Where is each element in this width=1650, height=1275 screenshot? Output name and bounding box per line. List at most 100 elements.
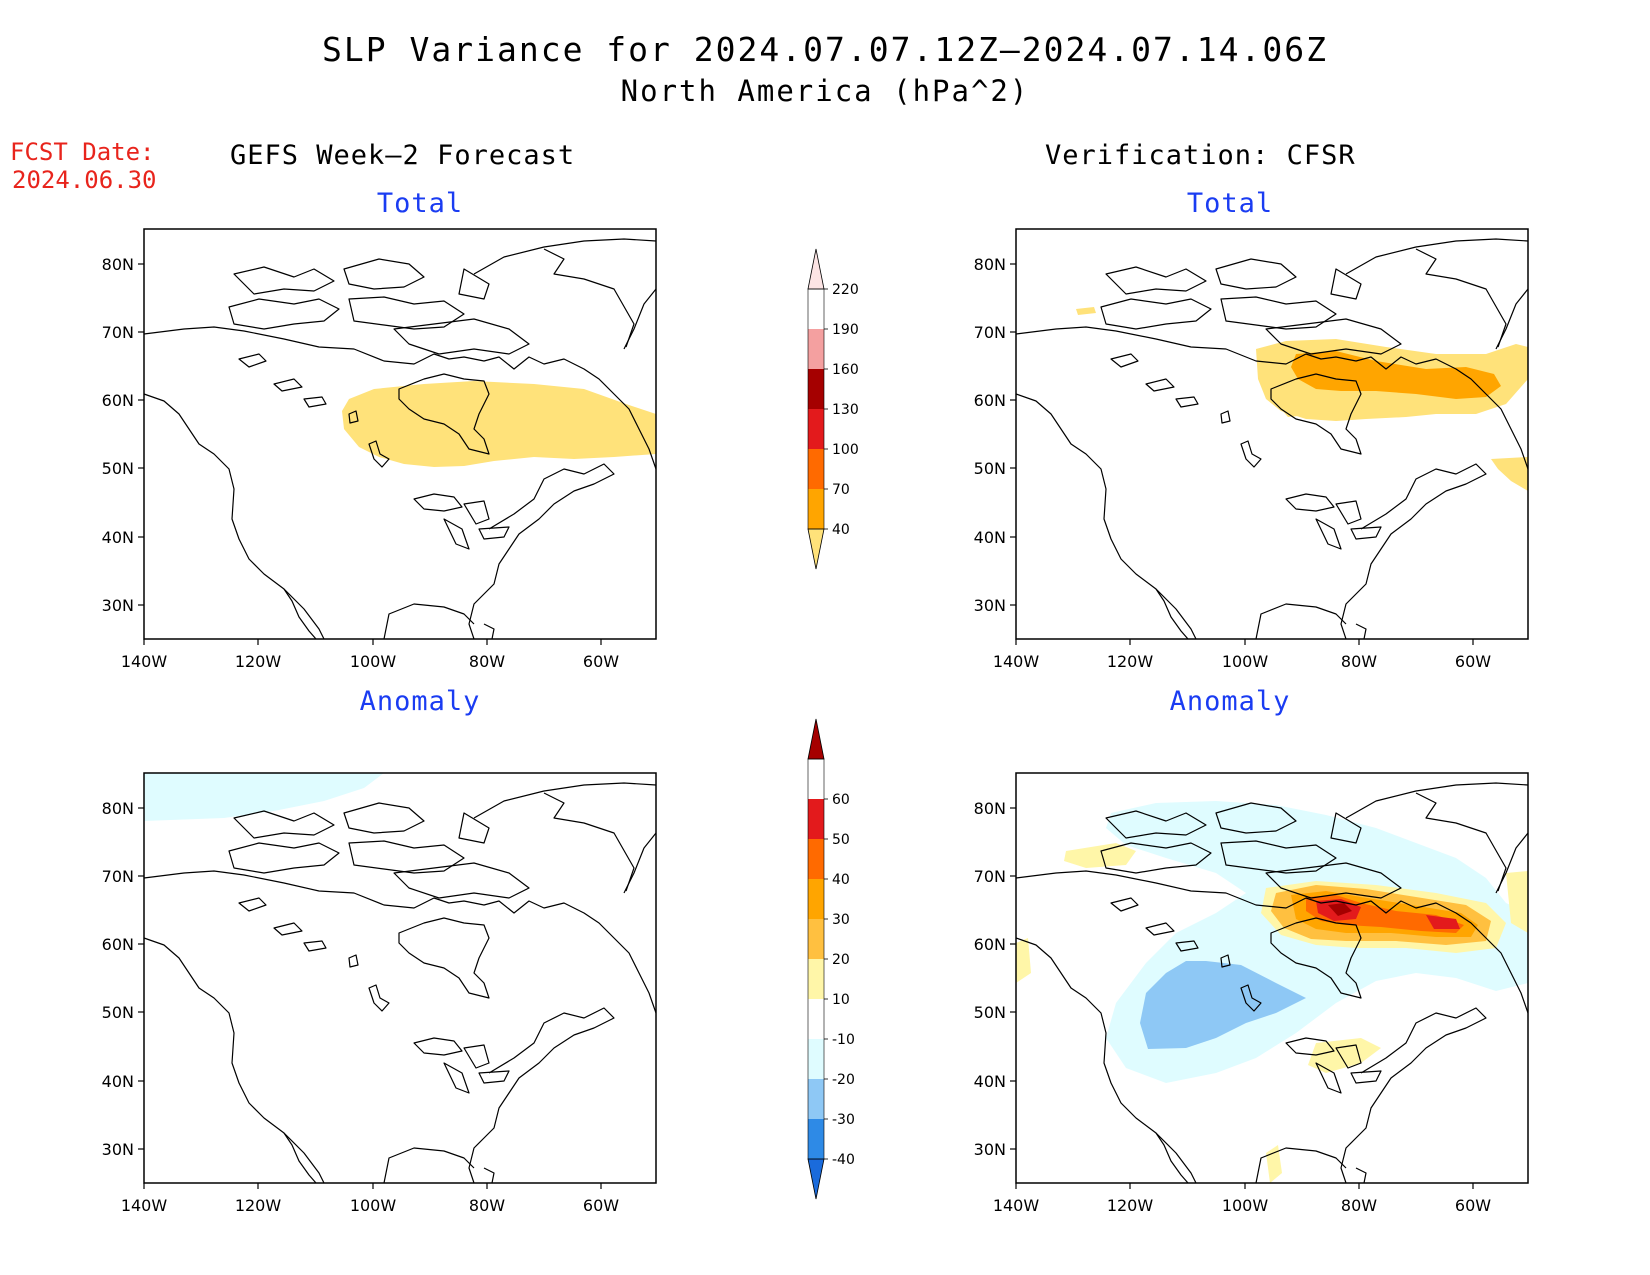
colorbar-segment bbox=[808, 369, 824, 409]
lon-tick-label: 120W bbox=[1107, 652, 1154, 671]
colorbar-label: 220 bbox=[832, 282, 859, 298]
lat-tick-label: 50N bbox=[974, 459, 1006, 478]
lat-tick-label: 70N bbox=[974, 867, 1006, 886]
lat-tick-label: 70N bbox=[974, 323, 1006, 342]
verification-total-shading-40b bbox=[1491, 457, 1528, 491]
lat-tick-label: 30N bbox=[102, 1140, 134, 1159]
lat-tick-label: 30N bbox=[974, 1140, 1006, 1159]
colorbar-label: 130 bbox=[832, 402, 859, 418]
colorbar-label: 60 bbox=[832, 792, 850, 808]
colorbar-arrow-bottom bbox=[807, 1158, 825, 1200]
colorbar-label: -20 bbox=[832, 1072, 855, 1088]
verification-total-panel bbox=[1015, 228, 1529, 640]
lon-tick-label: 120W bbox=[1107, 1196, 1154, 1215]
colorbar-label: 30 bbox=[832, 912, 850, 928]
lat-tick-label: 40N bbox=[102, 528, 134, 547]
colorbar-label: 10 bbox=[832, 992, 850, 1008]
lon-tick-label: 80W bbox=[1341, 652, 1377, 671]
lat-tick-label: 50N bbox=[102, 459, 134, 478]
verification-total-shading-70 bbox=[1291, 351, 1501, 399]
main-subtitle: North America (hPa^2) bbox=[620, 74, 1030, 108]
colorbar-label: 20 bbox=[832, 952, 850, 968]
lon-tick-label: 140W bbox=[121, 1196, 168, 1215]
lat-tick-label: 40N bbox=[974, 528, 1006, 547]
lat-tick-label: 50N bbox=[102, 1003, 134, 1022]
lat-tick-label: 40N bbox=[102, 1072, 134, 1091]
forecast-anomaly-panel bbox=[143, 772, 657, 1184]
colorbar-segment bbox=[808, 1039, 824, 1079]
colorbar-segment bbox=[808, 999, 824, 1039]
lat-tick-label: 60N bbox=[102, 935, 134, 954]
panel-title-forecast-anomaly: Anomaly bbox=[359, 686, 481, 717]
lon-tick-label: 140W bbox=[993, 1196, 1040, 1215]
colorbar-label: 190 bbox=[832, 322, 859, 338]
colorbar-label: -30 bbox=[832, 1112, 855, 1128]
colorbar-label: 40 bbox=[832, 522, 850, 538]
panel-title-verification-total: Total bbox=[1186, 188, 1274, 219]
forecast-anomaly-shading bbox=[144, 773, 384, 821]
lat-tick-label: 30N bbox=[102, 596, 134, 615]
colorbar-label: 50 bbox=[832, 832, 850, 848]
anomaly-colorbar: -40 -30 -20 -10 10 20 30 40 50 60 bbox=[807, 718, 855, 1200]
lat-tick-label: 60N bbox=[974, 391, 1006, 410]
lon-tick-label: 80W bbox=[469, 652, 505, 671]
panel-title-verification-anomaly: Anomaly bbox=[1169, 686, 1291, 717]
colorbar-segment bbox=[808, 449, 824, 489]
lon-tick-label: 60W bbox=[583, 1196, 619, 1215]
colorbar-segment bbox=[808, 879, 824, 919]
lon-tick-label: 100W bbox=[350, 1196, 397, 1215]
verification-anomaly-panel bbox=[1015, 772, 1529, 1184]
lat-tick-label: 40N bbox=[974, 1072, 1006, 1091]
colorbar-segment bbox=[808, 919, 824, 959]
lon-tick-label: 80W bbox=[469, 1196, 505, 1215]
lon-tick-label: 120W bbox=[235, 652, 282, 671]
total-colorbar: 40 70 100 130 160 190 220 bbox=[807, 248, 859, 570]
colorbar-label: 70 bbox=[832, 482, 850, 498]
lon-tick-label: 100W bbox=[350, 652, 397, 671]
colorbar-segment bbox=[808, 799, 824, 839]
lon-tick-label: 60W bbox=[583, 652, 619, 671]
lon-tick-label: 60W bbox=[1455, 1196, 1491, 1215]
colorbar-label: 40 bbox=[832, 872, 850, 888]
lon-tick-label: 80W bbox=[1341, 1196, 1377, 1215]
colorbar-segment bbox=[808, 329, 824, 369]
lat-tick-label: 60N bbox=[102, 391, 134, 410]
colorbar-segment bbox=[808, 1119, 824, 1159]
lon-tick-label: 120W bbox=[235, 1196, 282, 1215]
fcst-date-value: 2024.06.30 bbox=[12, 166, 157, 194]
panel-title-forecast-total: Total bbox=[376, 188, 464, 219]
lat-tick-label: 80N bbox=[974, 255, 1006, 274]
lat-tick-label: 80N bbox=[102, 255, 134, 274]
colorbar-label: -10 bbox=[832, 1032, 855, 1048]
lat-tick-label: 70N bbox=[102, 867, 134, 886]
right-column-header: Verification: CFSR bbox=[1045, 140, 1356, 171]
lat-tick-label: 60N bbox=[974, 935, 1006, 954]
colorbar-label: -40 bbox=[832, 1152, 855, 1168]
left-column-header: GEFS Week–2 Forecast bbox=[230, 140, 576, 171]
lat-tick-label: 80N bbox=[102, 799, 134, 818]
main-title: SLP Variance for 2024.07.07.12Z–2024.07.… bbox=[322, 30, 1328, 69]
lat-tick-label: 30N bbox=[974, 596, 1006, 615]
lon-tick-label: 140W bbox=[993, 652, 1040, 671]
colorbar-segment bbox=[808, 1079, 824, 1119]
colorbar-segment bbox=[808, 959, 824, 999]
forecast-total-panel bbox=[143, 228, 657, 640]
lon-tick-label: 100W bbox=[1222, 1196, 1269, 1215]
lat-tick-label: 70N bbox=[102, 323, 134, 342]
colorbar-arrow-top bbox=[807, 718, 825, 760]
forecast-total-shading bbox=[342, 381, 656, 467]
lon-tick-label: 60W bbox=[1455, 652, 1491, 671]
colorbar-arrow-top bbox=[807, 248, 825, 290]
lat-tick-label: 50N bbox=[974, 1003, 1006, 1022]
colorbar-label: 160 bbox=[832, 362, 859, 378]
lon-tick-label: 140W bbox=[121, 652, 168, 671]
axes-layer: 80N 70N 60N 50N 40N 30N 140W 120W 100W 80W 60W 80N 7… bbox=[102, 255, 1492, 1215]
fcst-date-label: FCST Date: bbox=[10, 138, 155, 166]
lon-tick-label: 100W bbox=[1222, 652, 1269, 671]
colorbar-segment bbox=[808, 409, 824, 449]
lat-tick-label: 80N bbox=[974, 799, 1006, 818]
colorbar-label: 100 bbox=[832, 442, 859, 458]
colorbar-arrow-bottom bbox=[807, 528, 825, 570]
colorbar-segment bbox=[808, 839, 824, 879]
